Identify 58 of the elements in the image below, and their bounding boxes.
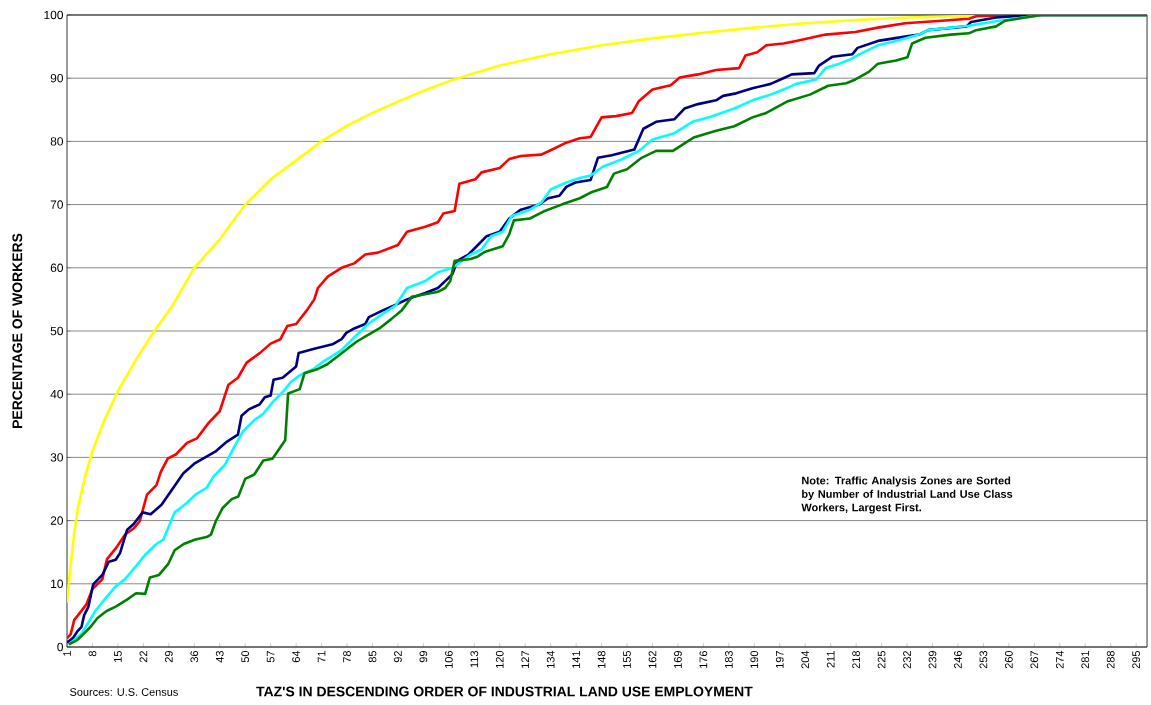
y-tick-label: 10: [51, 579, 64, 589]
x-tick-label: 64: [292, 650, 300, 663]
x-tick-label: 78: [343, 651, 351, 663]
y-tick-label: 30: [50, 453, 64, 462]
x-tick-label: 29: [164, 651, 173, 663]
x-tick-label: 120: [495, 650, 504, 668]
x-tick-label: 197: [775, 651, 784, 668]
x-tick-label: 134: [546, 650, 555, 668]
x-tick-label: 113: [470, 651, 479, 668]
y-tick-label: 70: [50, 200, 64, 209]
x-tick-label: 99: [419, 651, 428, 663]
annotation: Note: Traffic Analysis Zones are Sorted by Number of Industrial Land Use Class Workers, Largest First.: [801, 476, 1013, 514]
x-tick-label: 50: [241, 650, 250, 663]
x-tick-label: 162: [648, 651, 657, 668]
x-tick-label: 295: [1132, 650, 1140, 669]
y-tick-label: 0: [57, 642, 64, 652]
x-tick-label: 43: [215, 651, 224, 663]
x-tick-label: 260: [1004, 650, 1013, 669]
y-tick-label: 80: [50, 137, 64, 146]
x-tick-label: 288: [1106, 651, 1115, 669]
x-tick-label: 211: [826, 651, 835, 668]
x-tick-label: 204: [801, 650, 810, 669]
x-axis-title: TAZ'S IN DESCENDING ORDER OF INDUSTRIAL LAND USE EMPLOYMENT: [256, 686, 753, 697]
x-tick-label: 183: [724, 651, 733, 668]
y-tick-label: 20: [50, 516, 64, 525]
x-tick-label: 239: [928, 651, 937, 669]
x-tick-label: 169: [674, 651, 682, 668]
source-note: Sources: U.S. Census: [70, 688, 178, 696]
x-tick-label: 253: [979, 651, 988, 669]
x-tick-label: 218: [852, 651, 860, 669]
y-tick-label: 100: [44, 10, 64, 20]
x-tick-label: 106: [444, 651, 453, 668]
x-tick-label: 85: [368, 650, 377, 663]
x-tick-label: 232: [903, 651, 911, 669]
x-tick-label: 176: [699, 651, 708, 668]
y-tick-label: 60: [50, 263, 64, 273]
x-tick-label: 1: [63, 651, 71, 656]
x-tick-label: 225: [877, 650, 886, 669]
x-tick-label: 36: [190, 651, 199, 663]
x-tick-label: 246: [954, 651, 962, 669]
y-tick-label: 90: [50, 73, 64, 83]
x-tick-label: 155: [623, 650, 631, 668]
x-tick-label: 267: [1030, 651, 1039, 669]
x-tick-label: 22: [139, 651, 148, 663]
x-tick-label: 274: [1055, 650, 1064, 669]
x-tick-label: 57: [266, 651, 275, 663]
x-tick-label: 71: [317, 651, 326, 663]
x-tick-label: 92: [394, 651, 402, 663]
x-tick-label: 127: [521, 651, 530, 668]
x-tick-label: 148: [597, 651, 606, 668]
x-tick-label: 281: [1081, 651, 1090, 669]
x-tick-label: 15: [114, 650, 122, 662]
y-axis-title: PERCENTAGE OF WORKERS: [12, 233, 23, 428]
x-tick-label: 141: [572, 651, 580, 668]
x-tick-label: 8: [88, 651, 97, 657]
y-tick-label: 40: [50, 389, 64, 399]
x-tick-label: 190: [750, 650, 759, 668]
y-tick-label: 50: [50, 326, 64, 336]
